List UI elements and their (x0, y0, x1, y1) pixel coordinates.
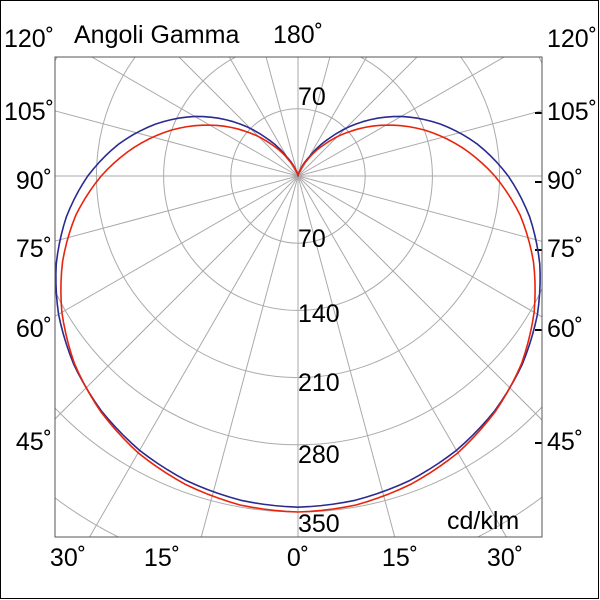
radial-label-4: 280 (298, 441, 340, 469)
gamma-label-bottom-2: 0˚ (286, 544, 310, 572)
grid-spoke-300 (55, 175, 299, 317)
gamma-label-right-3: 75˚ (547, 235, 584, 263)
radial-label-3: 210 (298, 369, 340, 397)
curves-layer (55, 115, 541, 513)
grid-spoke-105 (297, 110, 542, 177)
radial-label-1: 70 (298, 225, 326, 253)
grid-spoke-45 (297, 175, 542, 421)
grid-spoke-60 (297, 175, 542, 318)
gamma-label-left-0: 120˚ (4, 25, 55, 53)
grid-spoke-30 (297, 175, 508, 537)
grid-spoke-285 (55, 175, 299, 242)
page-title: Angoli Gamma (74, 21, 240, 49)
grid-spoke-345 (200, 175, 299, 537)
plot-frame (54, 56, 543, 538)
gamma-label-right-4: 60˚ (547, 315, 584, 343)
gamma-label-left-3: 75˚ (15, 235, 52, 263)
gamma-label-left-2: 90˚ (15, 167, 52, 195)
grid-spoke-255 (55, 110, 299, 177)
radial-label-2: 140 (298, 300, 340, 328)
grid-spoke-120 (297, 57, 506, 177)
grid-spoke-225 (178, 57, 299, 177)
grid-spoke-75 (297, 175, 542, 242)
unit-label: cd/klm (447, 507, 520, 535)
grid-spoke-150 (297, 57, 368, 177)
grid-spoke-210 (228, 57, 299, 177)
gamma-label-right-1: 105˚ (547, 98, 598, 126)
gamma-label-bottom-0: 30˚ (49, 544, 87, 572)
grid-spoke-330 (88, 175, 299, 537)
grid-circle-350 (55, 406, 542, 513)
grid-spoke-240 (90, 57, 299, 177)
radial-label-5: 350 (298, 510, 340, 538)
frame-ticks (535, 112, 542, 444)
gamma-label-bottom-4: 30˚ (486, 544, 524, 572)
angle-label-180: 180˚ (273, 21, 324, 49)
radial-label-0: 70 (298, 83, 326, 111)
gamma-label-right-5: 45˚ (547, 428, 584, 456)
grid-spoke-315 (55, 175, 299, 420)
gamma-label-right-2: 90˚ (547, 167, 584, 195)
gamma-label-bottom-1: 15˚ (143, 544, 181, 572)
curve-c90-c270 (60, 124, 536, 513)
grid-spoke-195 (265, 57, 299, 177)
grid-spoke-15 (297, 175, 396, 537)
gamma-label-left-5: 45˚ (15, 428, 52, 456)
gamma-label-right-0: 120˚ (547, 25, 598, 53)
gamma-label-left-1: 105˚ (4, 98, 55, 126)
grid-spoke-165 (297, 57, 331, 177)
gamma-label-left-4: 60˚ (15, 315, 52, 343)
grid-spoke-135 (297, 57, 418, 177)
gamma-label-bottom-3: 15˚ (381, 544, 419, 572)
